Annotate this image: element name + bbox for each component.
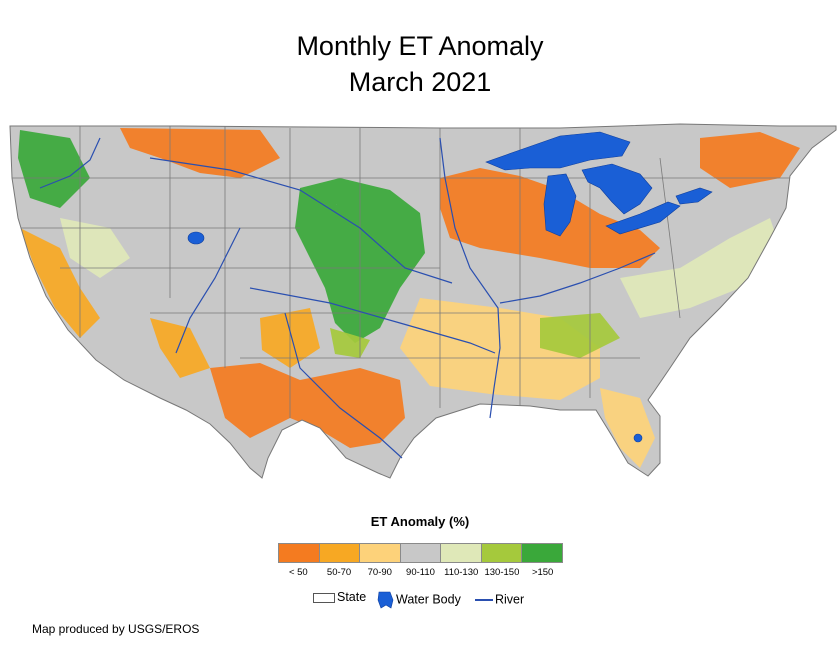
legend-swatch (319, 544, 361, 562)
conus-et-anomaly-map (9, 123, 837, 479)
legend-swatch (360, 544, 401, 562)
lake-erie (605, 201, 681, 235)
water-body-icon (377, 591, 394, 609)
great-salt-lake (187, 231, 205, 245)
legend-swatch (481, 544, 523, 562)
columbia-river (39, 137, 101, 189)
lake-ontario (675, 187, 713, 205)
great-lakes (187, 131, 713, 443)
missouri-river (149, 157, 453, 284)
legend-tick-label: 70-90 (367, 567, 392, 578)
mississippi-river (439, 137, 501, 419)
legend-swatch (441, 544, 482, 562)
river-line-icon (475, 599, 493, 601)
water-key-label: Water Body (396, 592, 461, 607)
legend-tick-label: 50-70 (326, 567, 352, 578)
river-key-label: River (495, 592, 525, 607)
legend-color-bar (278, 543, 563, 563)
speckle-texture (10, 124, 836, 478)
map-title-line-2: March 2021 (348, 67, 492, 97)
lake-okeechobee (633, 433, 643, 443)
feature-key: State Water Body River (0, 590, 840, 610)
legend-tick-label: 130-150 (484, 567, 520, 578)
rivers (39, 137, 656, 459)
colorado-river (175, 227, 241, 354)
state-swatch-icon (313, 592, 335, 603)
ohio-river (499, 252, 656, 304)
arkansas-river (249, 287, 496, 354)
state-key: State (313, 590, 366, 604)
lake-superior (485, 131, 631, 171)
river-key: River (473, 590, 524, 610)
map-credit: Map produced by USGS/EROS (32, 622, 200, 636)
state-key-label: State (337, 590, 367, 604)
legend-title: ET Anomaly (%) (370, 514, 470, 529)
legend-swatch (400, 544, 442, 562)
legend-swatch (279, 544, 320, 562)
state-boundary (659, 157, 681, 319)
lake-michigan (543, 173, 577, 237)
legend-tick-label: 90-110 (406, 567, 435, 578)
water-key: Water Body (376, 590, 461, 610)
legend-tick-label: >150 (531, 567, 554, 578)
rio-grande (284, 312, 403, 459)
legend-tick-label: < 50 (288, 567, 308, 578)
legend-swatch (522, 544, 563, 562)
lake-huron (581, 163, 653, 215)
map-title-line-1: Monthly ET Anomaly (296, 31, 544, 61)
legend-tick-label: 110-130 (444, 567, 479, 578)
